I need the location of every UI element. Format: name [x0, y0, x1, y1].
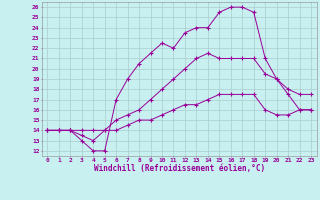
- X-axis label: Windchill (Refroidissement éolien,°C): Windchill (Refroidissement éolien,°C): [94, 164, 265, 173]
